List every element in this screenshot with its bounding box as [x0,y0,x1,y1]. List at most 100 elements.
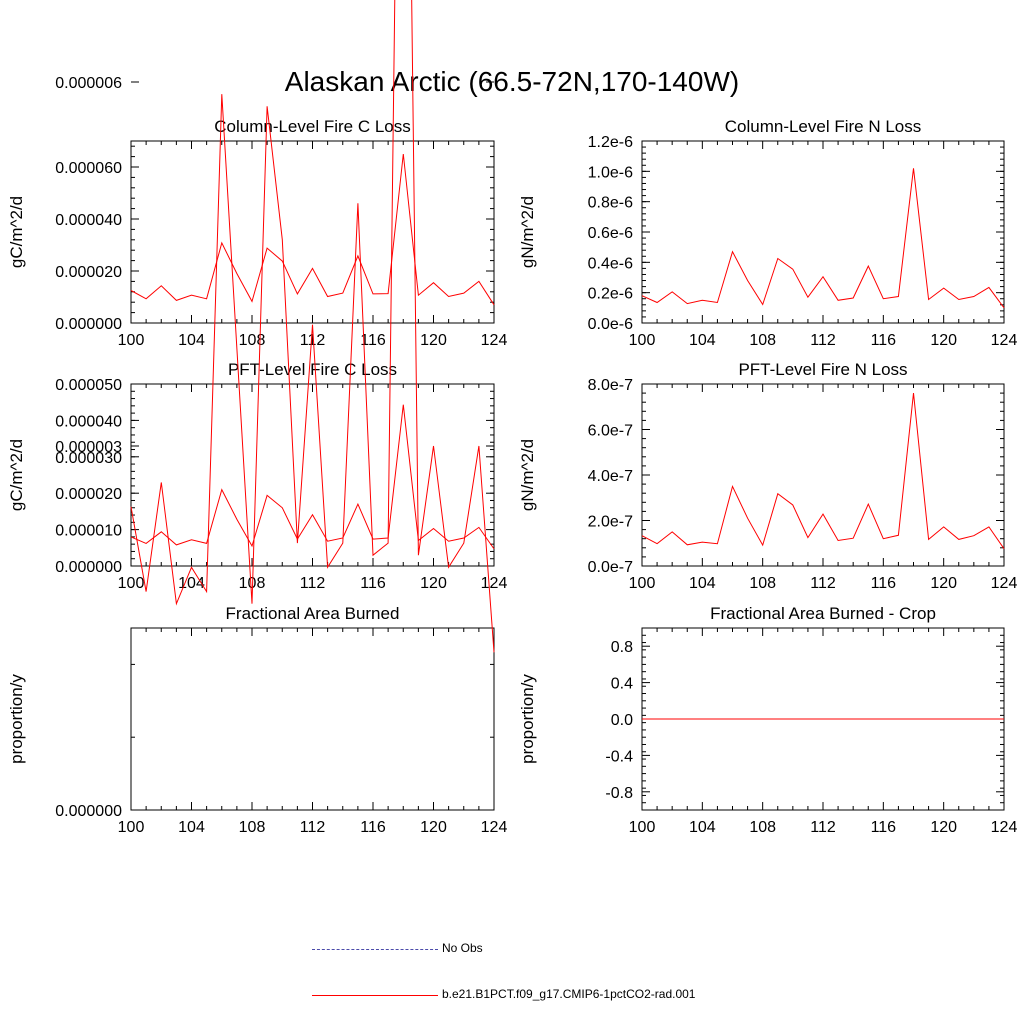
y-tick-label: 0.8 [611,639,633,656]
y-tick-label: 6.0e-7 [588,423,633,440]
x-tick-label: 124 [481,332,508,349]
y-tick-label: 0.4e-6 [588,255,633,272]
panel-title: Column-Level Fire C Loss [214,117,411,136]
legend-label: b.e21.B1PCT.f09_g17.CMIP6-1pctCO2-rad.00… [442,987,696,1001]
legend-line-dashed [312,949,438,950]
series-line [130,153,495,306]
panel-title: Column-Level Fire N Loss [725,117,922,136]
y-tick-label: 0.000020 [55,486,122,503]
y-tick-label: 0.000040 [55,413,122,430]
y-tick-label: 8.0e-7 [588,377,633,394]
y-tick-label: 0.000030 [55,450,122,467]
chart-panel-1: Column-Level Fire C Loss gC/m^2/d 100 104 10… [7,117,507,349]
y-tick-label: 0.0e-6 [588,316,633,333]
x-tick-label: 116 [871,575,897,592]
chart-panel-2: Column-Level Fire N Loss gN/m^2/d 100 104 10… [518,117,1017,349]
x-tick-label: 104 [178,332,205,349]
x-tick-label: 116 [360,575,386,592]
x-tick-label: 104 [689,575,716,592]
y-tick-label: 0.0 [611,712,633,729]
panel-title: PFT-Level Fire N Loss [738,360,907,379]
y-axis-label: gC/m^2/d [7,196,26,268]
y-tick-label: 0.000020 [55,264,122,281]
x-tick-label: 120 [930,332,957,349]
y-tick-label: 0.6e-6 [588,225,633,242]
y-tick-label: 0.000010 [55,523,122,540]
series-line [130,0,495,653]
plot-frame [641,140,1005,324]
plot-frame [130,383,495,567]
y-tick-label: 0.4 [611,676,633,693]
x-tick-label: 100 [629,819,656,836]
chart-panel-6: Fractional Area Burned - Crop proportion/… [518,604,1017,836]
x-tick-label: 112 [300,332,326,349]
x-tick-label: 100 [118,332,145,349]
y-tick-label: 0.8e-6 [588,195,633,212]
y-tick-label: 1.2e-6 [588,134,633,151]
y-tick-label: -0.4 [605,748,633,765]
legend-entry-model: b.e21.B1PCT.f09_g17.CMIP6-1pctCO2-rad.00… [312,986,1012,1006]
x-tick-label: 124 [481,575,508,592]
x-tick-label: 120 [420,332,447,349]
y-axis-label: gC/m^2/d [7,439,26,511]
chart-panel-4: PFT-Level Fire N Loss gN/m^2/d 100 104 108 11… [518,360,1017,592]
x-tick-label: 124 [991,575,1018,592]
x-tick-label: 124 [481,819,508,836]
plot-frame [130,627,495,811]
y-tick-label: 0.000003 [55,439,122,456]
plot-frame [130,140,495,324]
x-tick-label: 108 [749,575,776,592]
y-axis-label: proportion/y [7,674,26,764]
y-tick-label: 0.0e-7 [588,559,633,576]
x-tick-label: 108 [239,332,266,349]
x-tick-label: 104 [689,819,716,836]
chart-panel-3: PFT-Level Fire C Loss gC/m^2/d 100 104 108 11… [7,360,507,592]
x-tick-label: 108 [749,819,776,836]
panel-title: Fractional Area Burned [226,604,400,623]
y-tick-label: 2.0e-7 [588,514,633,531]
x-tick-label: 100 [118,819,145,836]
y-tick-label: 0.000050 [55,377,122,394]
x-tick-label: 104 [178,819,205,836]
y-tick-label: 0.2e-6 [588,286,633,303]
y-tick-label: 0.000006 [55,75,122,92]
legend-line-solid [312,995,438,996]
legend-entry-no-obs: No Obs [312,940,1012,960]
x-tick-label: 108 [239,819,266,836]
x-tick-label: 108 [749,332,776,349]
x-tick-label: 100 [118,575,145,592]
x-tick-label: 112 [300,819,326,836]
series-line [641,168,1005,309]
x-tick-label: 116 [360,819,386,836]
panel-title: PFT-Level Fire C Loss [228,360,397,379]
plot-frame [641,383,1005,567]
chart-panel-5: Fractional Area Burned proportion/y 100 104… [7,0,507,836]
x-tick-label: 112 [810,332,836,349]
x-tick-label: 100 [629,332,656,349]
x-tick-label: 104 [689,332,716,349]
x-tick-label: 124 [991,819,1018,836]
x-tick-label: 112 [810,819,836,836]
x-tick-label: 124 [991,332,1018,349]
x-tick-label: 120 [420,819,447,836]
x-tick-label: 120 [420,575,447,592]
y-tick-label: 0.000060 [55,160,122,177]
y-tick-label: 0.000000 [55,559,122,576]
y-tick-label: 0.000000 [55,316,122,333]
x-tick-label: 108 [239,575,266,592]
x-tick-label: 104 [178,575,205,592]
x-tick-label: 120 [930,575,957,592]
panel-title: Fractional Area Burned - Crop [710,604,936,623]
y-axis-label: proportion/y [518,674,537,764]
x-tick-label: 116 [871,819,897,836]
series-line [641,393,1005,549]
x-tick-label: 112 [810,575,836,592]
figure-title: Alaskan Arctic (66.5-72N,170-140W) [284,66,740,97]
y-tick-label: 0.000040 [55,212,122,229]
series-line [130,404,495,550]
x-tick-label: 120 [930,819,957,836]
y-tick-label: -0.8 [605,785,633,802]
y-tick-label: 1.0e-6 [588,164,633,181]
y-axis-label: gN/m^2/d [518,439,537,511]
